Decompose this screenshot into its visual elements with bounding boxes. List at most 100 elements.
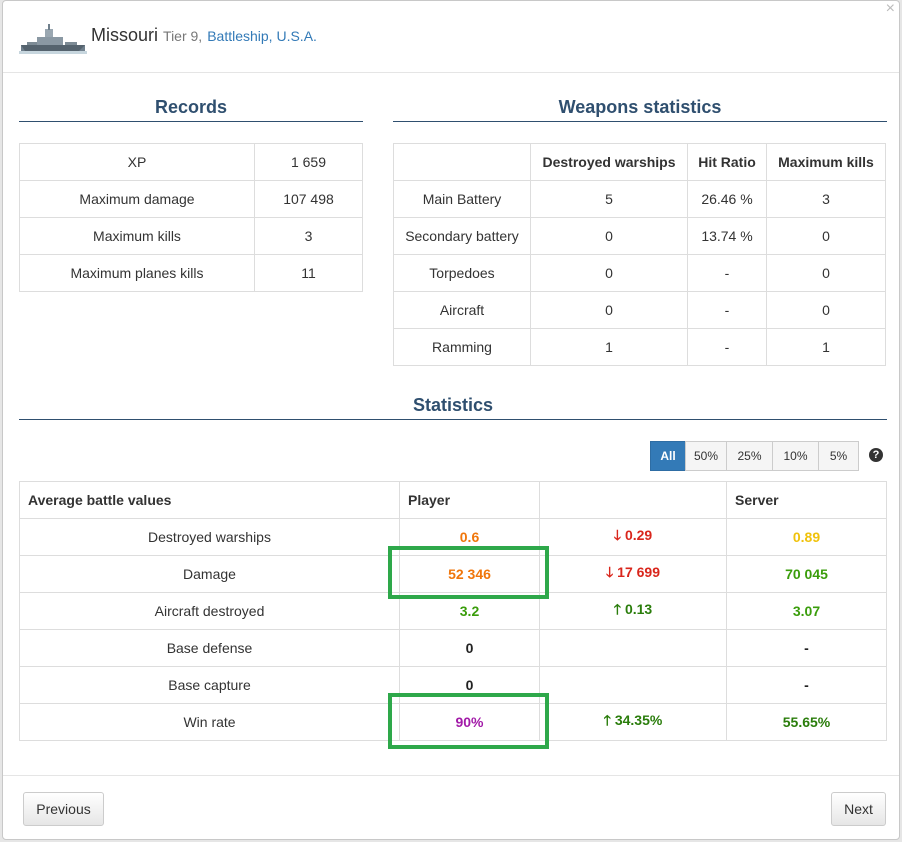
weapon-hit: - bbox=[687, 254, 767, 292]
stats-header-player: Player bbox=[399, 481, 540, 519]
statistics-table: Average battle values Player Server Dest… bbox=[19, 481, 887, 741]
table-row: Ramming 1-1 bbox=[393, 328, 886, 366]
ship-nation-link[interactable]: U.S.A. bbox=[276, 28, 317, 44]
weapon-label: Aircraft bbox=[393, 291, 531, 329]
arrow-down-icon: 🡓 bbox=[606, 564, 614, 580]
table-header-row: Average battle values Player Server bbox=[19, 481, 887, 519]
stat-diff bbox=[539, 666, 727, 704]
weapon-hit: 26.46 % bbox=[687, 180, 767, 218]
arrow-down-icon: 🡓 bbox=[613, 527, 622, 543]
table-row: Base defense 0 - bbox=[19, 629, 887, 667]
stat-player: 90% bbox=[399, 703, 540, 741]
ship-icon bbox=[19, 24, 87, 54]
stat-server: - bbox=[726, 666, 887, 704]
record-value: 107 498 bbox=[254, 180, 363, 218]
stat-server: 55.65% bbox=[726, 703, 887, 741]
stats-header-server: Server bbox=[726, 481, 887, 519]
table-row: Torpedoes 0-0 bbox=[393, 254, 886, 292]
stat-label: Win rate bbox=[19, 703, 400, 741]
record-value: 1 659 bbox=[254, 143, 363, 181]
table-row: Aircraft 0-0 bbox=[393, 291, 886, 329]
weapon-hit: - bbox=[687, 328, 767, 366]
weapon-destroyed: 5 bbox=[530, 180, 688, 218]
weapon-destroyed: 0 bbox=[530, 291, 688, 329]
record-value: 3 bbox=[254, 217, 363, 255]
stat-server: 3.07 bbox=[726, 592, 887, 630]
filter-10-button[interactable]: 10% bbox=[772, 441, 819, 471]
modal-footer-divider bbox=[3, 775, 899, 776]
weapon-label: Ramming bbox=[393, 328, 531, 366]
stat-diff bbox=[539, 629, 727, 667]
statistics-divider bbox=[19, 419, 887, 420]
previous-button[interactable]: Previous bbox=[23, 792, 104, 826]
table-row: Maximum damage 107 498 bbox=[19, 180, 363, 218]
weapons-header-destroyed: Destroyed warships bbox=[530, 143, 688, 181]
close-icon[interactable]: × bbox=[885, 0, 895, 17]
stat-label: Base defense bbox=[19, 629, 400, 667]
weapon-destroyed: 0 bbox=[530, 217, 688, 255]
filter-50-button[interactable]: 50% bbox=[685, 441, 727, 471]
records-divider bbox=[19, 121, 363, 122]
weapon-label: Secondary battery bbox=[393, 217, 531, 255]
statistics-title: Statistics bbox=[412, 395, 494, 415]
stat-diff: 17 699 bbox=[617, 564, 660, 580]
table-row: Win rate 90% 🡑 34.35% 55.65% bbox=[19, 703, 887, 741]
weapon-hit: - bbox=[687, 291, 767, 329]
filter-5-button[interactable]: 5% bbox=[818, 441, 859, 471]
weapon-destroyed: 0 bbox=[530, 254, 688, 292]
weapon-destroyed: 1 bbox=[530, 328, 688, 366]
highlight-damage-box bbox=[388, 546, 549, 599]
table-row: Aircraft destroyed 3.2 🡑 0.13 3.07 bbox=[19, 592, 887, 630]
weapons-header-empty bbox=[393, 143, 531, 181]
table-header-row: Destroyed warships Hit Ratio Maximum kil… bbox=[393, 143, 886, 181]
stat-diff: 34.35% bbox=[614, 712, 663, 728]
record-value: 11 bbox=[254, 254, 363, 292]
weapon-max: 0 bbox=[766, 217, 886, 255]
weapon-max: 1 bbox=[766, 328, 886, 366]
table-row: Main Battery 5 26.46 % 3 bbox=[393, 180, 886, 218]
stat-server: 0.89 bbox=[726, 518, 887, 556]
filter-25-button[interactable]: 25% bbox=[726, 441, 773, 471]
records-title: Records bbox=[154, 97, 228, 117]
table-row: Destroyed warships 0.6 🡓 0.29 0.89 bbox=[19, 518, 887, 556]
table-row: Maximum kills 3 bbox=[19, 217, 363, 255]
weapons-header-max: Maximum kills bbox=[766, 143, 886, 181]
table-row: Base capture 0 - bbox=[19, 666, 887, 704]
stat-label: Base capture bbox=[19, 666, 400, 704]
table-row: Secondary battery 0 13.74 % 0 bbox=[393, 217, 886, 255]
record-label: Maximum kills bbox=[19, 217, 255, 255]
ship-type-link[interactable]: Battleship, bbox=[207, 28, 273, 44]
stat-diff: 0.13 bbox=[624, 601, 653, 617]
next-button[interactable]: Next bbox=[831, 792, 886, 826]
stat-server: - bbox=[726, 629, 887, 667]
stat-server: 70 045 bbox=[726, 555, 887, 593]
weapon-max: 3 bbox=[766, 180, 886, 218]
table-row: XP 1 659 bbox=[19, 143, 363, 181]
stats-header-diff bbox=[539, 481, 727, 519]
weapons-header-hit: Hit Ratio bbox=[687, 143, 767, 181]
stat-label: Damage bbox=[19, 555, 400, 593]
weapon-hit: 13.74 % bbox=[687, 217, 767, 255]
weapons-table: Destroyed warships Hit Ratio Maximum kil… bbox=[393, 143, 886, 366]
stat-label: Destroyed warships bbox=[19, 518, 400, 556]
table-row: Maximum planes kills 11 bbox=[19, 254, 363, 292]
weapon-label: Main Battery bbox=[393, 180, 531, 218]
weapon-max: 0 bbox=[766, 291, 886, 329]
records-table: XP 1 659 Maximum damage 107 498 Maximum ki… bbox=[19, 143, 363, 292]
weapon-max: 0 bbox=[766, 254, 886, 292]
stat-player: 52 346 bbox=[399, 555, 540, 593]
stats-header-label: Average battle values bbox=[19, 481, 400, 519]
filter-all-button[interactable]: All bbox=[650, 441, 686, 471]
highlight-winrate-box bbox=[388, 693, 549, 749]
percentile-filter-group: All 50% 25% 10% 5% bbox=[650, 441, 859, 471]
record-label: Maximum planes kills bbox=[19, 254, 255, 292]
weapon-label: Torpedoes bbox=[393, 254, 531, 292]
weapons-title: Weapons statistics bbox=[558, 97, 722, 117]
arrow-up-icon: 🡑 bbox=[603, 712, 611, 728]
weapons-divider bbox=[393, 121, 887, 122]
ship-title: Missouri Tier 9, Battleship, U.S.A. bbox=[91, 25, 317, 46]
stat-player: 0 bbox=[399, 629, 540, 667]
stat-label: Aircraft destroyed bbox=[19, 592, 400, 630]
help-icon[interactable]: ? bbox=[869, 448, 883, 462]
